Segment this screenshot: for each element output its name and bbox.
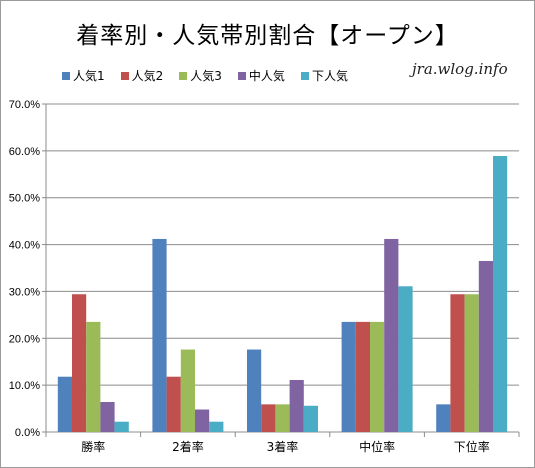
legend-swatch-3: [237, 71, 246, 80]
legend-item-0: 人気1: [62, 67, 105, 84]
legend-swatch-2: [179, 71, 188, 80]
bar-2-0: [247, 349, 262, 432]
legend-swatch-1: [120, 71, 129, 80]
x-tick-label-0: 勝率: [81, 439, 105, 454]
bar-2-1: [261, 404, 276, 432]
legend-swatch-0: [62, 71, 70, 80]
bar-4-3: [478, 260, 493, 432]
legend-label-0: 人気1: [73, 69, 105, 83]
legend-swatch-4: [300, 71, 309, 80]
bar-2-2: [275, 404, 290, 432]
legend-label-4: 下人気: [311, 69, 348, 83]
bar-4-2: [464, 294, 479, 432]
legend-item-2: 人気3: [179, 67, 222, 84]
chart-title: 着率別・人気帯別割合【オープン】: [76, 23, 459, 49]
legend-item-3: 中人気: [237, 67, 285, 84]
x-tick-label-3: 中位率: [359, 439, 395, 454]
bar-1-0: [152, 238, 167, 432]
y-tick-label-1: 10.0%: [9, 380, 40, 392]
y-tick-label-7: 70.0%: [9, 99, 40, 111]
legend-label-2: 人気3: [190, 69, 222, 83]
legend-label-1: 人気2: [131, 69, 164, 83]
bar-2-4: [303, 405, 318, 432]
bar-4-1: [450, 294, 465, 432]
bar-3-0: [341, 321, 356, 432]
bar-1-1: [166, 376, 181, 432]
bar-4-0: [436, 404, 451, 432]
legend-item-4: 下人気: [300, 67, 348, 84]
bar-4-4: [493, 156, 508, 433]
y-tick-label-3: 30.0%: [9, 286, 40, 298]
y-tick-label-6: 60.0%: [9, 146, 40, 158]
bar-0-4: [114, 421, 129, 432]
watermark-text: jra.wlog.info: [412, 60, 508, 78]
legend-label-3: 中人気: [248, 69, 285, 83]
bar-1-4: [209, 421, 224, 432]
bar-3-4: [398, 286, 413, 432]
bar-3-2: [370, 321, 385, 432]
y-tick-label-5: 50.0%: [9, 193, 40, 205]
chart-legend: 人気1 人気2 人気3 中人気 下人気: [62, 67, 348, 84]
bar-1-3: [195, 409, 210, 432]
bar-1-2: [180, 349, 195, 432]
x-tick-label-4: 下位率: [454, 439, 490, 454]
y-tick-label-0: 0.0%: [15, 427, 40, 439]
x-tick-label-2: 3着率: [267, 439, 299, 454]
x-tick-label-1: 2着率: [172, 439, 204, 454]
legend-item-1: 人気2: [120, 67, 164, 84]
bar-0-1: [72, 294, 87, 432]
bar-3-1: [355, 321, 370, 432]
y-tick-label-2: 20.0%: [9, 333, 40, 345]
bar-0-2: [86, 321, 101, 432]
y-tick-label-4: 40.0%: [9, 240, 40, 252]
bar-3-3: [384, 238, 399, 432]
bar-2-3: [289, 379, 304, 432]
bar-0-3: [100, 402, 115, 432]
bar-0-0: [57, 376, 72, 432]
